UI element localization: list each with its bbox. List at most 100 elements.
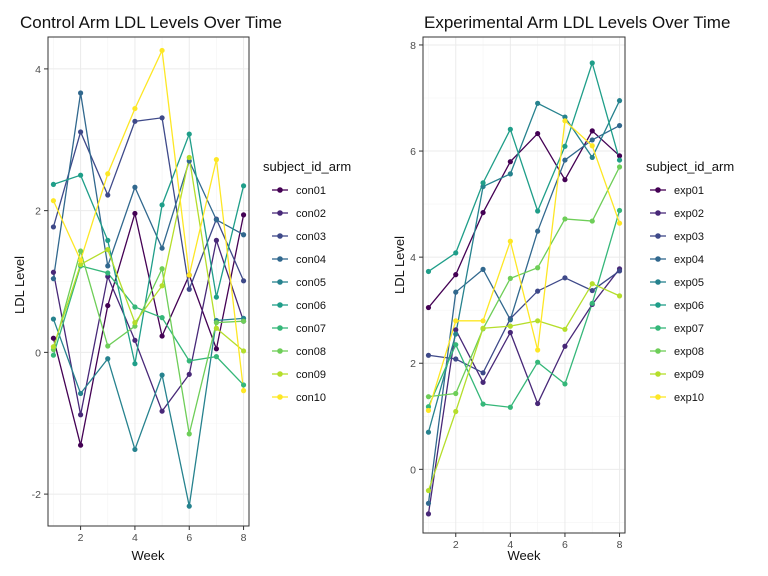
data-point-exp02 [453,327,459,333]
series-line-con10 [52,48,245,391]
legend-key-point [655,187,661,193]
legend-label-exp02: exp02 [674,208,704,220]
data-point-con10 [213,157,220,163]
data-point-exp09 [453,408,459,415]
data-point-con02 [213,237,220,243]
series-line-con03 [52,117,245,292]
legend-key-point [277,394,283,400]
data-point-exp02 [507,329,513,336]
legend-key-point [277,256,283,262]
data-point-exp04 [616,122,623,129]
legend-title: subject_id_arm [263,159,351,174]
data-point-exp04 [425,500,432,506]
data-point-exp01 [425,304,432,311]
legend-key-point [277,210,283,216]
data-point-exp06 [589,60,595,66]
data-point-exp08 [589,218,595,224]
x-axis-label: Week [508,548,541,563]
legend-key-point [277,279,283,285]
legend-label-con04: con04 [296,254,326,266]
legend-label-con10: con10 [296,392,326,404]
data-point-con03 [105,192,111,198]
chart-title: Control Arm LDL Levels Over Time [20,13,282,32]
data-point-con02 [186,371,192,377]
data-point-con01 [240,212,247,218]
x-tick-label: 8 [617,539,623,551]
data-point-con07 [105,270,111,276]
data-point-exp10 [480,318,486,324]
data-point-exp03 [453,356,459,362]
legend-key-point [655,279,661,285]
series-line-con04 [52,92,244,279]
data-point-exp07 [616,207,623,214]
x-tick-label: 6 [186,532,192,544]
legend: con01 con02 con03 con04 con05 con06 con07 con08… [272,185,326,404]
data-point-con04 [77,90,84,96]
series-line-con06 [53,131,245,364]
data-point-exp10 [453,318,459,324]
data-point-con09 [186,154,192,161]
data-point-exp09 [480,325,486,331]
x-tick-label: 4 [507,539,513,551]
x-tick-label: 2 [78,532,84,544]
data-point-con02 [77,412,84,418]
data-point-con09 [105,247,111,253]
legend-label-exp03: exp03 [674,231,704,243]
data-point-exp04 [480,266,486,272]
data-point-con06 [105,237,111,243]
data-point-exp03 [535,288,541,294]
data-point-exp03 [425,352,432,358]
x-axis-label: Week [132,548,165,563]
data-point-exp04 [507,317,513,323]
data-point-exp09 [425,487,432,494]
legend-key-point [655,256,661,262]
data-point-exp06 [535,208,541,214]
panel-border [422,36,626,534]
data-point-exp09 [507,323,513,329]
data-point-exp01 [480,209,486,216]
data-point-exp07 [589,300,595,306]
data-point-con03 [159,115,165,121]
data-point-exp06 [480,180,486,186]
data-point-con06 [240,183,247,189]
legend-label-exp07: exp07 [674,323,704,335]
data-point-exp08 [507,275,513,281]
legend: exp01 exp02 exp03 exp04 exp05 exp06 exp07 exp08… [650,185,704,404]
series-line-exp04 [427,125,620,504]
data-point-exp10 [589,143,595,149]
y-tick-label: 0 [35,347,41,359]
data-point-con08 [213,320,220,326]
data-point-exp02 [425,511,432,517]
legend-key-point [277,187,283,193]
data-point-con01 [159,333,165,339]
data-point-con07 [213,354,220,360]
legend-key-point [277,325,283,331]
y-tick-label: 2 [410,358,416,370]
y-tick-label: 2 [35,206,41,218]
legend-label-exp04: exp04 [674,254,704,266]
data-point-con05 [105,356,111,362]
data-point-exp02 [562,343,568,349]
series-line-exp06 [428,60,621,273]
legend-label-exp08: exp08 [674,346,704,358]
data-point-exp10 [562,118,568,124]
data-point-exp05 [616,98,623,104]
data-point-exp07 [507,404,513,410]
data-point-con05 [186,503,192,509]
legend-key-point [277,302,283,308]
data-point-con07 [159,315,165,321]
data-point-exp06 [453,250,459,256]
data-point-exp10 [535,347,541,353]
data-point-con07 [50,352,57,358]
data-point-exp03 [616,268,623,274]
series-line-con02 [52,237,245,415]
data-point-con04 [159,245,165,251]
data-point-exp09 [616,293,623,299]
data-point-con08 [240,318,247,324]
legend-title: subject_id_arm [646,159,734,174]
data-point-con08 [159,266,165,272]
data-point-exp07 [480,401,486,407]
data-point-con05 [159,372,165,378]
data-point-con01 [105,302,111,309]
